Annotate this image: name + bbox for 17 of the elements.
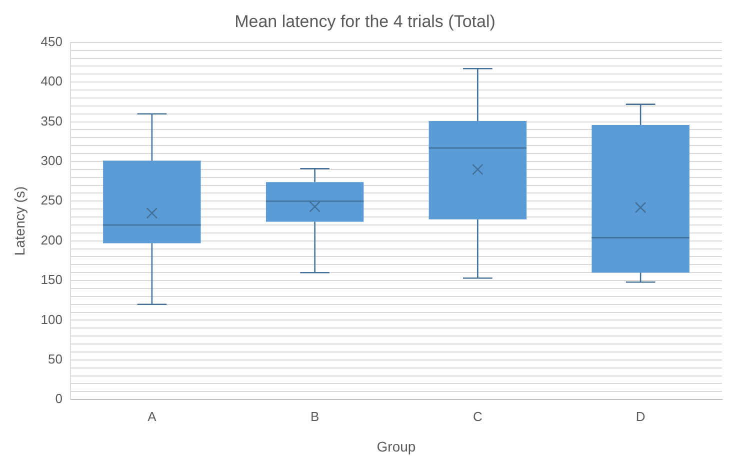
y-tick-label: 100	[40, 312, 62, 327]
y-tick-label: 400	[40, 74, 62, 89]
x-axis-title: Group	[376, 438, 416, 454]
x-tick-label: D	[636, 408, 646, 424]
chart-title: Mean latency for the 4 trials (Total)	[234, 12, 496, 31]
y-tick-label: 150	[40, 272, 62, 288]
y-tick-label: 200	[40, 232, 62, 248]
y-tick-label: 0	[55, 391, 62, 406]
x-tick-label: A	[148, 408, 157, 424]
y-tick-label: 450	[40, 34, 62, 49]
y-tick-label: 350	[40, 113, 62, 128]
x-tick-label: B	[310, 408, 320, 424]
y-axis-title: Latency (s)	[11, 186, 28, 256]
y-tick-label: 50	[48, 351, 62, 366]
y-tick-label: 300	[40, 153, 62, 168]
x-tick-label: C	[472, 408, 482, 424]
y-tick-label: 250	[40, 192, 62, 208]
